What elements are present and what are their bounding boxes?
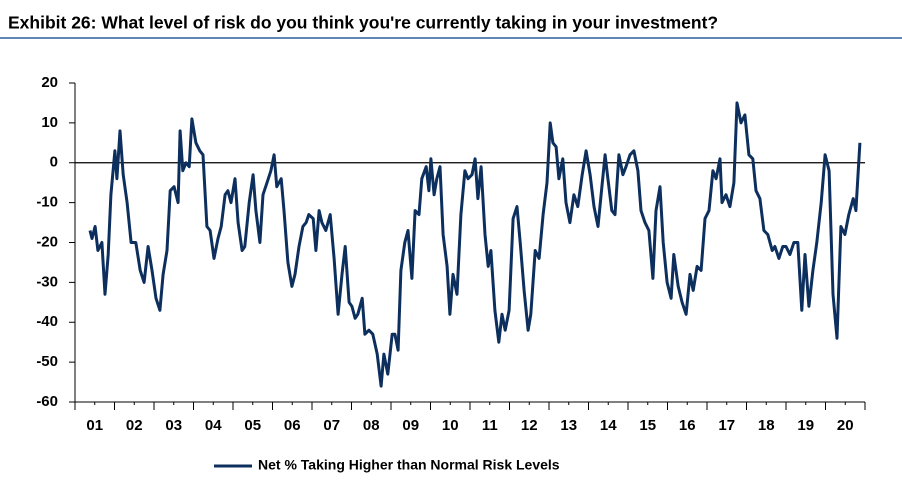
x-tick-label: 06 [284,417,301,434]
y-tick-label: -50 [36,353,58,370]
x-tick-label: 05 [244,417,261,434]
x-tick-label: 11 [482,417,498,434]
x-tick-label: 09 [402,417,419,434]
x-tick-label: 13 [560,417,577,434]
series-line [88,101,862,388]
y-tick-label: -20 [36,233,58,250]
x-tick-label: 17 [718,417,735,434]
x-tick-label: 14 [600,417,617,434]
y-tick-label: 0 [50,154,58,171]
y-tick-label: -30 [36,273,58,290]
x-tick-label: 01 [86,417,103,434]
x-tick-label: 07 [323,417,340,434]
chart-title: Exhibit 26: What level of risk do you th… [8,13,718,33]
x-tick-label: 04 [205,417,222,434]
y-tick-label: -60 [36,393,58,410]
y-tick-label: -40 [36,313,58,330]
x-tick-label: 12 [521,417,538,434]
x-tick-label: 02 [126,417,143,434]
x-tick-label: 20 [837,417,854,434]
x-tick-label: 19 [797,417,814,434]
x-tick-label: 08 [363,417,380,434]
x-tick-label: 18 [758,417,775,434]
x-tick-label: 10 [442,417,459,434]
y-tick-label: -10 [36,194,58,211]
x-tick-label: 15 [639,417,656,434]
y-tick-label: 10 [41,114,58,131]
x-tick-label: 03 [165,417,182,434]
legend-label: Net % Taking Higher than Normal Risk Lev… [258,457,560,473]
x-tick-label: 16 [679,417,696,434]
y-tick-label: 20 [41,74,58,91]
